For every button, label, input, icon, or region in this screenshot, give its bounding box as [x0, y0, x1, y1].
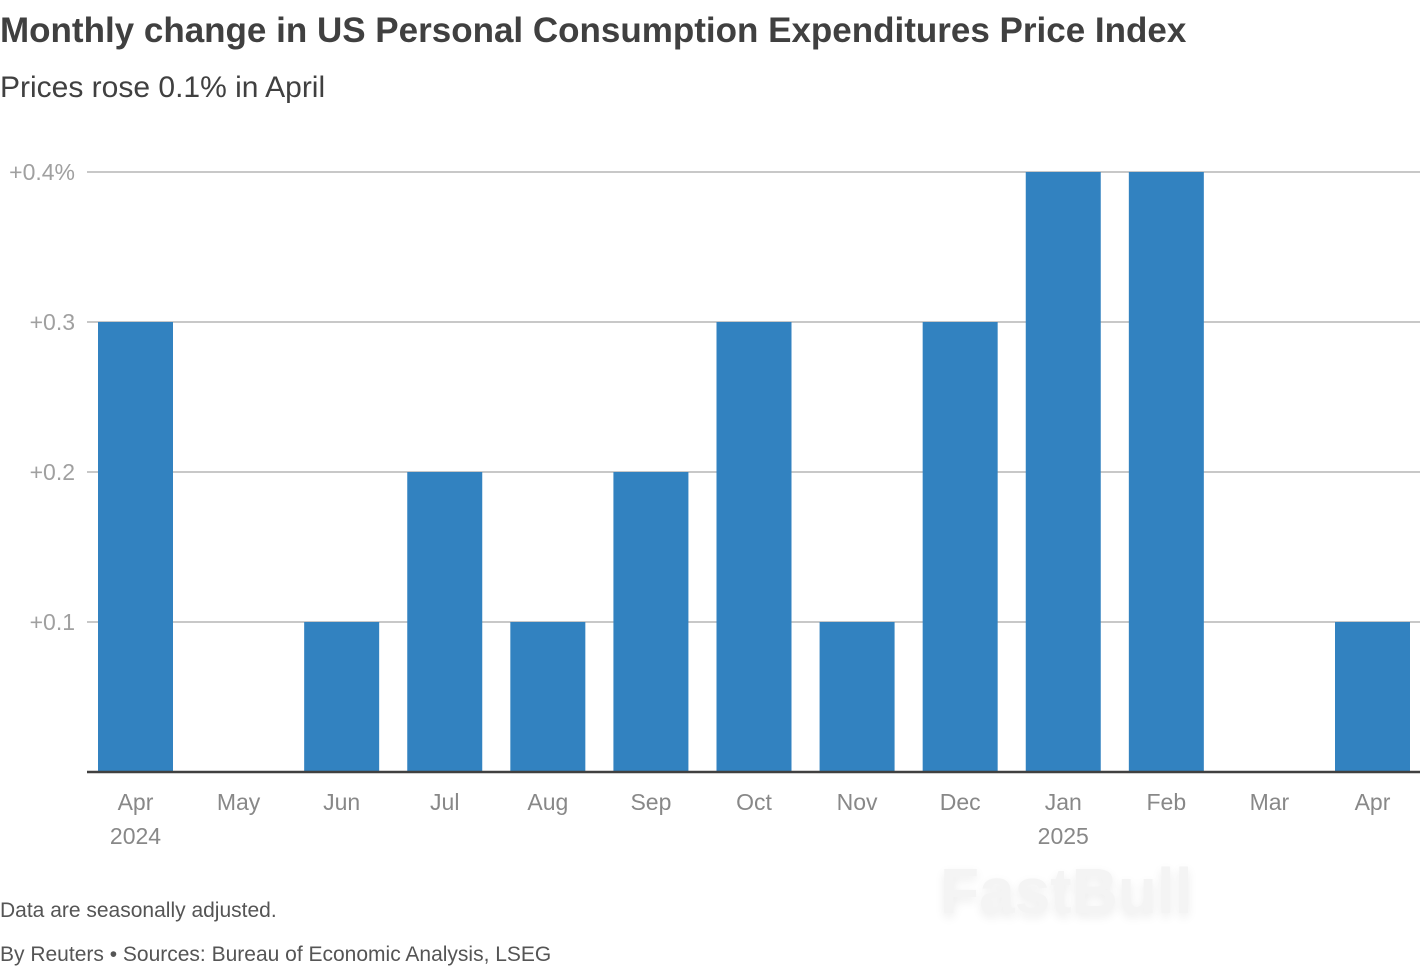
x-tick-label: Feb	[1147, 789, 1187, 815]
x-tick-label: Apr	[118, 789, 154, 815]
bar	[716, 322, 792, 772]
y-tick-label: +0.2	[30, 459, 75, 485]
x-tick-label: Jun	[323, 789, 360, 815]
bar	[98, 322, 173, 772]
bar	[1128, 172, 1204, 772]
x-tick-label: May	[217, 789, 261, 815]
x-tick-label: Dec	[940, 789, 981, 815]
bar	[1335, 622, 1410, 772]
y-tick-label: +0.4%	[9, 159, 75, 185]
bar	[819, 622, 895, 772]
bar	[407, 472, 483, 772]
bar	[613, 472, 689, 772]
y-tick-label: +0.1	[30, 609, 75, 635]
x-tick-year-label: 2024	[110, 823, 161, 849]
footnote: Data are seasonally adjusted.	[0, 899, 277, 922]
x-tick-label: Oct	[736, 789, 772, 815]
chart-title: Monthly change in US Personal Consumptio…	[0, 11, 1187, 50]
chart-subtitle: Prices rose 0.1% in April	[0, 71, 326, 104]
bar	[1025, 172, 1101, 772]
watermark-logo: FastBull	[940, 855, 1193, 927]
source-credit: By Reuters • Sources: Bureau of Economic…	[0, 943, 552, 966]
bar-chart: +0.1 +0.2 +0.3 +0.4% Apr 2024 May Jun Jul Aug Sep O…	[9, 159, 1420, 849]
bar	[510, 622, 586, 772]
x-tick-year-label: 2025	[1038, 823, 1089, 849]
x-tick-label: Mar	[1250, 789, 1290, 815]
bar	[922, 322, 998, 772]
x-tick-label: Jan	[1045, 789, 1082, 815]
x-tick-label: Apr	[1355, 789, 1391, 815]
bar	[304, 622, 380, 772]
x-tick-label: Nov	[837, 789, 878, 815]
x-tick-label: Aug	[527, 789, 568, 815]
x-tick-label: Jul	[430, 789, 459, 815]
x-tick-label: Sep	[630, 789, 671, 815]
y-tick-label: +0.3	[30, 309, 75, 335]
